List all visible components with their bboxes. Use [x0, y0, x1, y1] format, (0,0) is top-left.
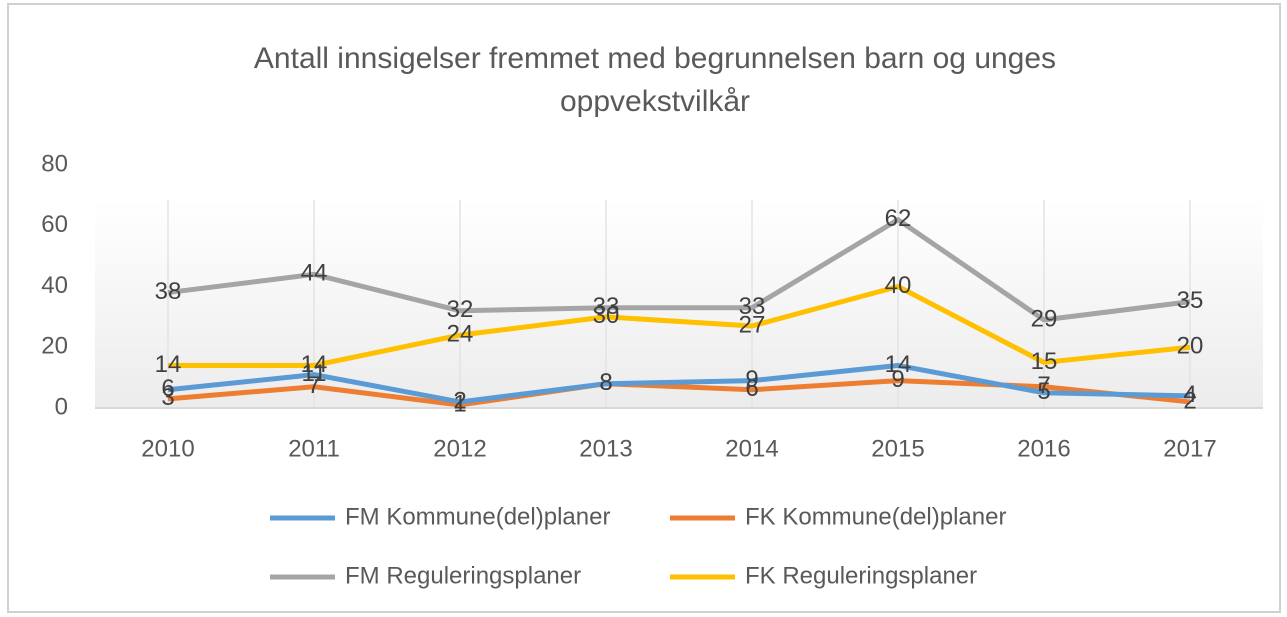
- legend-label: FK Kommune(del)planer: [745, 503, 1006, 530]
- data-label: 38: [155, 278, 182, 305]
- x-tick-label: 2012: [433, 435, 486, 462]
- series-line: [167, 362, 1191, 405]
- data-label: 14: [885, 351, 912, 378]
- x-tick-label: 2013: [579, 435, 632, 462]
- y-tick-label: 20: [41, 333, 68, 360]
- x-tick-label: 2014: [725, 435, 778, 462]
- data-label: 4: [1183, 381, 1196, 408]
- data-label: 8: [599, 369, 612, 396]
- legend-label: FK Reguleringsplaner: [745, 562, 977, 589]
- x-tick-label: 2010: [141, 435, 194, 462]
- y-tick-label: 40: [41, 272, 68, 299]
- x-tick-label: 2011: [288, 435, 340, 462]
- data-label: 62: [885, 205, 912, 232]
- data-label: 33: [739, 293, 766, 320]
- chart-title: oppvekstvilkår: [560, 85, 750, 118]
- data-label: 2: [453, 387, 466, 414]
- data-label: 6: [745, 375, 758, 402]
- data-label: 9: [745, 366, 758, 393]
- data-label: 35: [1177, 287, 1204, 314]
- data-label: 44: [301, 260, 328, 287]
- data-label: 1: [453, 390, 466, 417]
- data-label: 27: [739, 311, 766, 338]
- data-label: 30: [593, 302, 620, 329]
- legend-label: FM Reguleringsplaner: [345, 562, 581, 589]
- plot-background: [95, 200, 1263, 408]
- series-line: [168, 284, 1191, 368]
- data-label: 7: [1037, 372, 1050, 399]
- data-label: 3: [161, 384, 174, 411]
- data-label: 14: [155, 351, 182, 378]
- data-label: 29: [1031, 305, 1058, 332]
- data-label: 5: [1037, 378, 1050, 405]
- x-tick-label: 2016: [1017, 435, 1070, 462]
- data-label: 32: [447, 296, 474, 323]
- data-label: 15: [1031, 348, 1058, 375]
- data-label: 33: [593, 293, 620, 320]
- y-tick-label: 60: [41, 211, 68, 238]
- data-label: 9: [891, 366, 904, 393]
- data-label: 8: [599, 369, 612, 396]
- data-label: 6: [161, 375, 174, 402]
- chart-title: Antall innsigelser fremmet med begrunnel…: [254, 42, 1056, 75]
- data-label: 7: [307, 372, 320, 399]
- data-label: 40: [885, 272, 912, 299]
- data-label: 2: [1183, 387, 1196, 414]
- data-label: 14: [301, 351, 328, 378]
- data-label: 20: [1177, 333, 1204, 360]
- series-line: [167, 217, 1191, 323]
- legend-label: FM Kommune(del)planer: [345, 503, 610, 530]
- y-tick-label: 0: [55, 393, 68, 420]
- data-label: 11: [302, 360, 327, 387]
- x-tick-label: 2017: [1163, 435, 1216, 462]
- y-tick-label: 80: [41, 150, 68, 177]
- x-tick-label: 2015: [871, 435, 924, 462]
- data-label: 24: [447, 320, 474, 347]
